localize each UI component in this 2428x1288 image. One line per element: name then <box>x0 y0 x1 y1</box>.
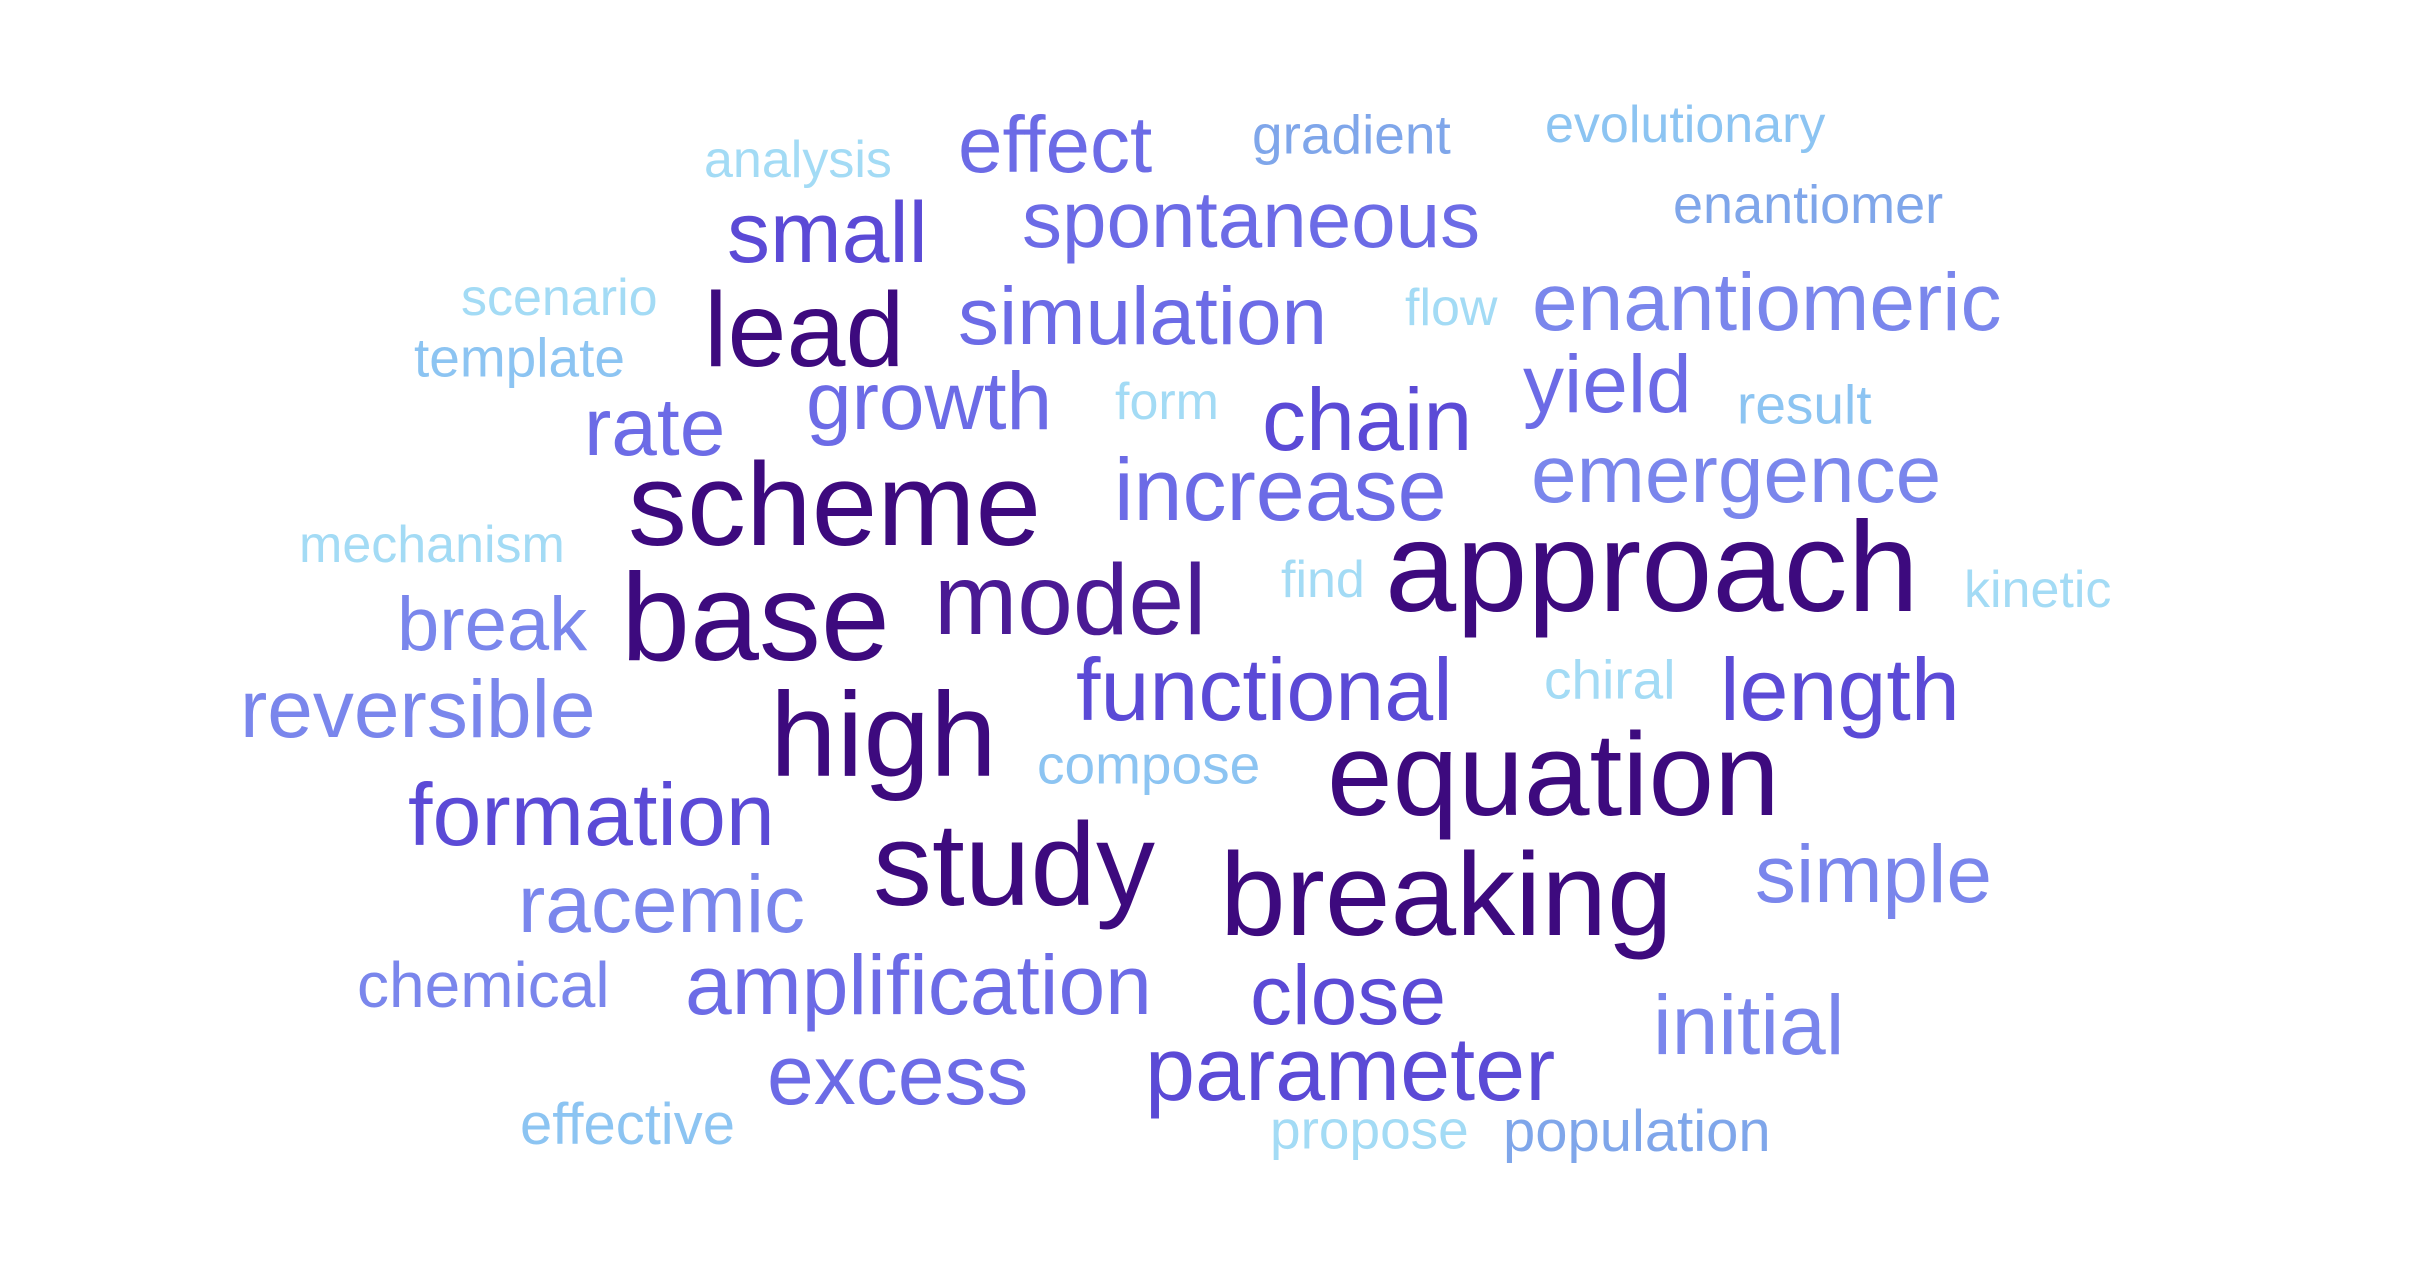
word: analysis <box>704 131 892 189</box>
word: enantiomer <box>1673 175 1944 235</box>
word: equation <box>1327 709 1780 841</box>
word: effect <box>958 100 1153 189</box>
word: spontaneous <box>1022 175 1481 264</box>
word: chiral <box>1544 648 1676 711</box>
word: rate <box>584 382 726 473</box>
word: scheme <box>628 439 1042 571</box>
word: functional <box>1076 640 1453 739</box>
word: enantiomeric <box>1532 257 2002 348</box>
word: emergence <box>1531 429 1942 520</box>
word: approach <box>1385 496 1919 639</box>
word: lead <box>704 271 905 389</box>
word: breaking <box>1220 829 1673 961</box>
word: reversible <box>240 664 596 755</box>
word: close <box>1250 948 1447 1042</box>
word: flow <box>1405 279 1498 337</box>
word: excess <box>767 1028 1029 1122</box>
word: evolutionary <box>1545 96 1826 154</box>
word: simulation <box>958 271 1328 362</box>
word: simple <box>1755 829 1992 920</box>
word: length <box>1720 640 1960 739</box>
word: kinetic <box>1964 561 2112 619</box>
word: compose <box>1037 733 1261 796</box>
word: effective <box>520 1092 735 1157</box>
word: racemic <box>518 859 806 950</box>
word: model <box>934 544 1207 656</box>
word: chemical <box>357 949 610 1021</box>
word: growth <box>806 356 1053 447</box>
word: formation <box>408 765 775 864</box>
word: initial <box>1653 978 1845 1072</box>
word: gradient <box>1252 103 1451 166</box>
word: scenario <box>461 269 658 327</box>
word: template <box>414 326 625 389</box>
word: mechanism <box>299 516 565 574</box>
word: result <box>1737 373 1872 436</box>
word: propose <box>1270 1098 1469 1161</box>
word: chain <box>1262 370 1473 469</box>
word: base <box>621 549 890 687</box>
word: parameter <box>1145 1020 1556 1120</box>
word: find <box>1281 551 1365 609</box>
word: yield <box>1523 339 1692 430</box>
word: amplification <box>685 938 1152 1032</box>
word: increase <box>1114 440 1447 539</box>
word: form <box>1115 373 1219 431</box>
word: break <box>397 582 588 667</box>
word: high <box>770 668 997 802</box>
word: population <box>1503 1099 1771 1164</box>
word: small <box>727 185 928 281</box>
word: study <box>873 799 1156 931</box>
